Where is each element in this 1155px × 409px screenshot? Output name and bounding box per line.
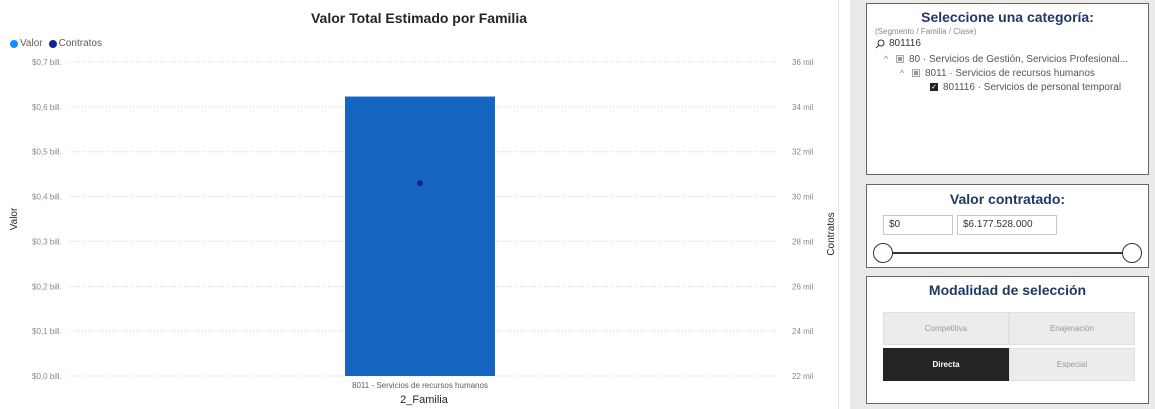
filters-column: Seleccione una categoría: (Segmento / Fa… <box>850 0 1155 409</box>
tree-checkbox-family[interactable] <box>912 69 920 77</box>
y2-tick-label: 22 mil <box>792 372 814 381</box>
y2-tick-label: 34 mil <box>792 103 814 112</box>
x-axis-title: 2_Familia <box>400 394 449 406</box>
chart-title: Valor Total Estimado por Familia <box>310 10 527 26</box>
max-value-input[interactable]: $6.177.528.000 <box>957 215 1057 235</box>
x-tick-label: 8011 - Servicios de recursos humanos <box>352 381 488 390</box>
y2-tick-label: 24 mil <box>792 327 814 336</box>
tree-item-class[interactable]: ✓ 801116 · Servicios de personal tempora… <box>867 80 1148 94</box>
y2-tick-label: 30 mil <box>792 193 814 202</box>
legend-dot-valor <box>10 39 18 48</box>
chevron-up-icon[interactable]: ^ <box>899 68 905 78</box>
value-range-inputs: $0 $6.177.528.000 <box>883 215 1148 235</box>
tree-item-segment[interactable]: ^ 80 · Servicios de Gestión, Servicios P… <box>867 52 1148 66</box>
point-contratos <box>417 180 423 187</box>
modality-filter-title: Modalidad de selección <box>928 282 1087 298</box>
chart-panel: Valor Total Estimado por Familia Valor C… <box>9 0 839 409</box>
chevron-up-icon[interactable]: ^ <box>883 54 889 64</box>
slider-max-handle[interactable] <box>1122 243 1142 263</box>
y2-tick-label: 36 mil <box>792 58 814 67</box>
category-tree: ^ 80 · Servicios de Gestión, Servicios P… <box>867 52 1148 94</box>
value-filter-title: Valor contratado: <box>949 191 1066 207</box>
category-search-value[interactable]: 801116 <box>889 38 921 49</box>
category-filter-subtitle: (Segmento / Familia / Clase) <box>875 27 977 36</box>
y2-axis-title: Contratos <box>826 212 837 255</box>
category-filter-card: Seleccione una categoría: (Segmento / Fa… <box>866 3 1149 175</box>
modality-directa-button[interactable]: Directa <box>883 348 1009 381</box>
modality-especial-button[interactable]: Especial <box>1009 348 1135 381</box>
search-icon <box>875 39 885 48</box>
modality-competitiva-button[interactable]: Competitiva <box>883 312 1009 345</box>
modality-enajenacion-button[interactable]: Enajenación <box>1009 312 1135 345</box>
y-tick-label: $0,1 bill. <box>32 327 62 336</box>
y2-tick-label: 26 mil <box>792 282 814 291</box>
chart-legend: Valor Contratos <box>10 38 106 49</box>
value-range-slider[interactable] <box>873 243 1142 263</box>
y2-tick-label: 32 mil <box>792 148 814 157</box>
y-tick-label: $0,3 bill. <box>32 237 62 246</box>
modality-buttons: Competitiva Enajenación Directa Especial <box>883 312 1148 381</box>
chart-svg: $0,0 bill. $0,1 bill. $0,2 bill. $0,3 bill.… <box>9 58 837 406</box>
tree-label-family: 8011 · Servicios de recursos humanos <box>925 67 1095 79</box>
bar-valor <box>345 96 495 376</box>
legend-dot-contratos <box>48 39 57 48</box>
y-axis-title: Valor <box>9 207 20 230</box>
y-tick-label: $0,0 bill. <box>32 372 62 381</box>
tree-checkbox-segment[interactable] <box>896 55 904 63</box>
legend-item-valor[interactable]: Valor <box>10 38 43 49</box>
y2-tick-label: 28 mil <box>792 237 814 246</box>
y-tick-label: $0,4 bill. <box>32 193 62 202</box>
y-tick-label: $0,5 bill. <box>32 148 62 157</box>
modality-filter-card: Modalidad de selección Competitiva Enaje… <box>866 276 1149 404</box>
tree-label-segment: 80 · Servicios de Gestión, Servicios Pro… <box>909 53 1128 65</box>
tree-checkbox-class[interactable]: ✓ <box>930 83 938 91</box>
slider-track <box>883 252 1132 254</box>
tree-label-class: 801116 · Servicios de personal temporal <box>943 81 1122 93</box>
category-search[interactable]: 801116 <box>875 38 1148 49</box>
y-tick-label: $0,6 bill. <box>32 103 62 112</box>
value-filter-card: Valor contratado: $0 $6.177.528.000 <box>866 184 1149 268</box>
y-tick-label: $0,7 bill. <box>32 58 62 67</box>
slider-min-handle[interactable] <box>873 243 893 263</box>
tree-item-family[interactable]: ^ 8011 · Servicios de recursos humanos <box>867 66 1148 80</box>
min-value-input[interactable]: $0 <box>883 215 953 235</box>
category-filter-title: Seleccione una categoría: <box>921 9 1094 25</box>
legend-label-valor: Valor <box>20 38 43 49</box>
legend-label-contratos: Contratos <box>58 38 102 49</box>
legend-item-contratos[interactable]: Contratos <box>48 38 102 49</box>
y-tick-label: $0,2 bill. <box>32 282 62 291</box>
